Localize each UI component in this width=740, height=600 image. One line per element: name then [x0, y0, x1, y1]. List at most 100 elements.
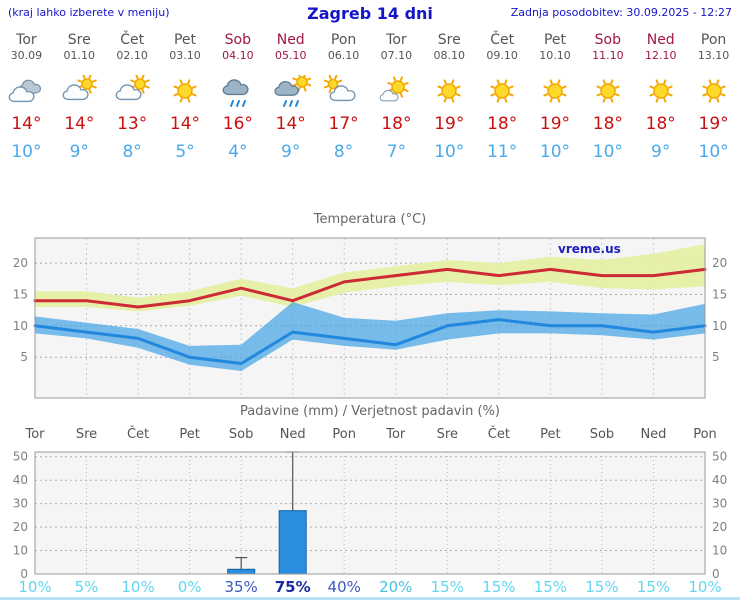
- sunny-icon: [581, 75, 634, 109]
- day-name: Čet: [120, 32, 145, 48]
- partly-cloudy-icon: [106, 74, 159, 109]
- sunny-icon: [634, 75, 687, 109]
- precip-probability: 10%: [688, 578, 722, 596]
- showers-icon: [264, 72, 317, 109]
- day-date: 09.10: [486, 49, 518, 62]
- svg-text:40: 40: [712, 473, 727, 487]
- day-cell[interactable]: Ned 05.10 14° 9°: [264, 30, 317, 176]
- precipitation-chart: 0 0 10 10 20 20 30 30 40 40 50 50: [13, 450, 728, 581]
- svg-text:20: 20: [712, 256, 727, 270]
- page-title: Zagreb 14 dni: [307, 4, 433, 23]
- svg-text:15: 15: [712, 288, 727, 302]
- day-cell[interactable]: Tor 07.10 18° 7°: [370, 30, 423, 176]
- high-temp: 19°: [698, 114, 729, 134]
- high-temp: 14°: [169, 114, 201, 134]
- precip-probability: 40%: [327, 578, 361, 596]
- precip-probabilities: 10% 5% 10% 0% 35% 75% 40% 20% 15% 15% 15% 15% 15% 10%: [0, 578, 740, 598]
- high-temp: 18°: [592, 114, 623, 134]
- svg-text:15: 15: [13, 288, 28, 302]
- day-name: Pet: [543, 32, 567, 48]
- low-temp: 4°: [228, 142, 248, 162]
- low-temp: 10°: [592, 142, 623, 162]
- bottom-strip: [0, 597, 740, 600]
- day-cell[interactable]: Sre 08.10 19° 10°: [423, 30, 476, 176]
- precip-probability: 20%: [379, 578, 413, 596]
- low-temp: 10°: [434, 142, 465, 162]
- svg-text:50: 50: [13, 450, 28, 464]
- sunny-icon: [423, 75, 476, 109]
- precip-probability: 0%: [177, 578, 202, 596]
- day-cell[interactable]: Pon 13.10 19° 10°: [687, 30, 740, 176]
- high-temp: 14°: [275, 114, 306, 134]
- day-date: 01.10: [63, 49, 96, 62]
- day-name: Ned: [276, 32, 305, 48]
- high-temp: 14°: [64, 114, 95, 134]
- day-name: Ned: [646, 32, 675, 48]
- day-cell[interactable]: Ned 12.10 18° 9°: [634, 30, 687, 176]
- precip-day-label: Sob: [228, 427, 254, 442]
- day-name: Sob: [224, 32, 252, 48]
- day-cell[interactable]: Čet 02.10 13° 8°: [106, 30, 159, 176]
- svg-text:40: 40: [13, 473, 28, 487]
- svg-text:5: 5: [20, 350, 28, 364]
- high-temp: 16°: [222, 114, 253, 134]
- high-temp: 18°: [487, 114, 518, 134]
- svg-text:30: 30: [712, 497, 727, 511]
- precip-day-label: Pet: [179, 427, 200, 442]
- svg-text:20: 20: [13, 256, 28, 270]
- precip-probability: 15%: [482, 578, 516, 596]
- low-temp: 10°: [698, 142, 729, 162]
- svg-text:20: 20: [712, 520, 727, 534]
- svg-text:50: 50: [712, 450, 727, 464]
- low-temp: 9°: [651, 142, 671, 162]
- high-temp: 17°: [328, 114, 359, 134]
- cloudy-sun-icon: [317, 74, 370, 109]
- day-cell[interactable]: Tor 30.09 14° 10°: [0, 30, 53, 176]
- precip-day-label: Pon: [332, 427, 356, 442]
- sunny-icon: [687, 75, 740, 109]
- svg-text:10: 10: [712, 319, 727, 333]
- high-temp: 18°: [381, 114, 412, 134]
- day-name: Čet: [490, 32, 515, 48]
- day-name: Tor: [16, 32, 37, 48]
- svg-text:20: 20: [13, 520, 28, 534]
- day-cell[interactable]: Sob 04.10 16° 4°: [211, 30, 264, 176]
- temperature-chart: 5 5 10 10 15 15 20 20: [13, 237, 727, 399]
- temp-chart-title: Temperatura (°C): [313, 212, 427, 227]
- day-cell[interactable]: Pon 06.10 17° 8°: [317, 30, 370, 176]
- day-name: Pon: [700, 32, 727, 48]
- precip-day-label: Sre: [75, 427, 98, 442]
- precip-probability: 15%: [585, 578, 619, 596]
- day-cell[interactable]: Sre 01.10 14° 9°: [53, 30, 106, 176]
- high-temp: 14°: [11, 114, 42, 134]
- day-cell[interactable]: Čet 09.10 18° 11°: [476, 30, 529, 176]
- sunny-icon: [476, 75, 529, 109]
- svg-text:30: 30: [13, 497, 28, 511]
- day-date: 03.10: [169, 49, 201, 62]
- svg-text:5: 5: [712, 350, 720, 364]
- high-temp: 19°: [434, 114, 465, 134]
- precip-day-label: Ned: [640, 427, 667, 442]
- precip-probability: 75%: [274, 578, 311, 596]
- day-name: Tor: [386, 32, 407, 48]
- svg-text:10: 10: [13, 319, 28, 333]
- partly-cloudy-icon: [53, 74, 106, 109]
- day-date: 13.10: [697, 49, 730, 62]
- low-temp: 8°: [122, 142, 142, 162]
- forecast-strip: Tor 30.09 14° 10° Sre 01.10 14° 9° Čet 02.10 13° 8°…: [0, 30, 740, 176]
- day-cell[interactable]: Pet 10.10 19° 10°: [529, 30, 582, 176]
- mostly-sunny-icon: [370, 75, 423, 109]
- day-cell[interactable]: Pet 03.10 14° 5°: [159, 30, 212, 176]
- day-date: 04.10: [222, 49, 254, 62]
- day-name: Pon: [330, 32, 357, 48]
- day-cell[interactable]: Sob 11.10 18° 10°: [581, 30, 634, 176]
- precip-day-label: Pet: [540, 427, 561, 442]
- day-date: 08.10: [433, 49, 466, 62]
- precip-day-label: Tor: [386, 427, 406, 442]
- day-date: 11.10: [592, 49, 624, 62]
- svg-text:10: 10: [13, 544, 28, 558]
- day-name: Sre: [67, 32, 91, 48]
- precip-probability: 35%: [224, 578, 258, 596]
- low-temp: 5°: [175, 142, 195, 162]
